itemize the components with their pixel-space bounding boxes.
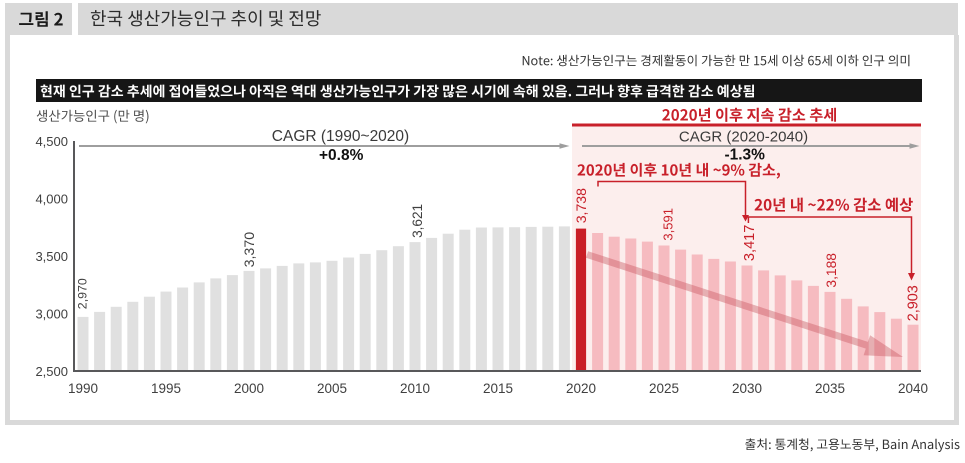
- svg-text:4,000: 4,000: [35, 192, 68, 207]
- svg-text:1995: 1995: [151, 381, 181, 396]
- svg-text:2020: 2020: [566, 381, 596, 396]
- svg-text:3,500: 3,500: [35, 249, 68, 264]
- svg-text:3,591: 3,591: [660, 208, 675, 241]
- svg-text:3,738: 3,738: [573, 188, 589, 223]
- svg-text:2000: 2000: [234, 381, 264, 396]
- svg-text:3,000: 3,000: [35, 307, 68, 322]
- svg-text:2030: 2030: [732, 381, 762, 396]
- svg-text:+0.8%: +0.8%: [319, 147, 364, 164]
- svg-text:CAGR (1990~2020): CAGR (1990~2020): [272, 128, 409, 145]
- svg-text:2010: 2010: [400, 381, 430, 396]
- svg-text:2,970: 2,970: [75, 278, 89, 309]
- svg-text:2015: 2015: [483, 381, 513, 396]
- svg-text:2035: 2035: [815, 381, 845, 396]
- svg-text:4,500: 4,500: [35, 134, 68, 149]
- svg-text:3,417: 3,417: [742, 225, 758, 262]
- svg-text:CAGR (2020-2040): CAGR (2020-2040): [679, 128, 808, 145]
- svg-text:2,500: 2,500: [35, 364, 68, 379]
- svg-text:3,370: 3,370: [242, 232, 258, 268]
- svg-text:-1.3%: -1.3%: [724, 146, 765, 163]
- svg-text:2040: 2040: [898, 381, 928, 396]
- svg-text:2,903: 2,903: [906, 285, 922, 321]
- svg-text:3,621: 3,621: [410, 204, 425, 238]
- svg-text:1990: 1990: [68, 381, 98, 396]
- svg-text:3,188: 3,188: [824, 253, 839, 288]
- svg-text:2025: 2025: [649, 381, 679, 396]
- svg-text:2005: 2005: [317, 381, 347, 396]
